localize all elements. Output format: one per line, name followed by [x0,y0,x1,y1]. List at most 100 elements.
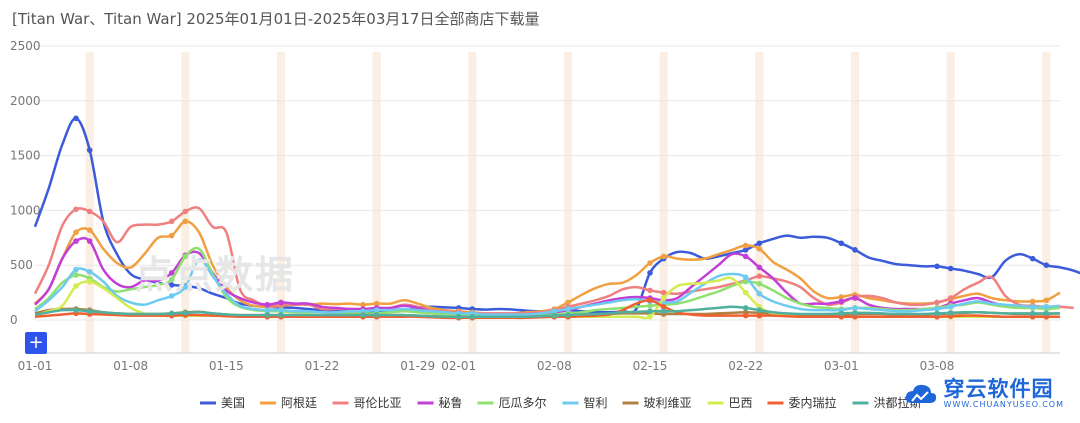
data-point [742,274,749,281]
series-line [33,117,1080,314]
data-point [660,289,667,296]
data-point [182,218,189,225]
data-point [756,281,763,287]
legend-label: 美国 [221,396,245,410]
legend-label: 委内瑞拉 [789,395,837,410]
data-point [373,300,380,307]
data-point [647,308,653,315]
data-point [86,227,93,233]
data-point [934,306,940,312]
data-point [278,307,284,313]
data-point [742,253,749,260]
y-tick-label: 2000 [10,94,41,108]
legend-label: 厄瓜多尔 [499,395,547,410]
x-tick-label: 01-08 [113,359,148,373]
data-point [1029,255,1036,262]
x-tick-label: 02-01 [441,359,476,373]
data-point [947,265,954,272]
data-point [742,305,749,311]
data-point [73,307,79,313]
data-point [168,232,175,239]
data-point [756,307,763,313]
data-point [168,270,175,276]
data-point [647,287,653,294]
data-point [852,305,858,311]
legend-item[interactable]: 智利 [562,395,608,410]
data-point [168,293,175,299]
legend-item[interactable]: 玻利维亚 [622,396,692,410]
data-point [565,306,571,312]
data-point [360,301,366,308]
data-point [1029,298,1036,305]
data-point [934,263,940,270]
legend-label: 哥伦比亚 [354,395,402,410]
legend: 美国 阿根廷 哥伦比亚 秘鲁 厄瓜多尔 智利 玻利维亚 巴西 委内瑞拉 洪都拉斯 [200,395,922,410]
y-tick-label: 1500 [10,149,41,163]
brand-name: 穿云软件园 [943,377,1054,401]
legend-item[interactable]: 美国 [200,396,245,410]
data-point [73,238,79,244]
data-point [86,308,93,315]
weekend-band [85,52,94,353]
legend-item[interactable]: 哥伦比亚 [332,395,402,410]
data-point [373,307,380,313]
data-point [647,313,653,320]
data-point [838,240,845,247]
data-point [742,242,749,249]
data-point [168,310,175,317]
data-point [168,276,175,283]
legend-item[interactable]: 秘鲁 [417,396,463,410]
data-point [838,298,845,305]
data-point [756,245,763,252]
legend-label: 玻利维亚 [644,396,692,410]
data-point [455,313,462,320]
weekend-band [563,52,573,353]
legend-label: 智利 [584,395,608,410]
data-point [947,295,954,301]
y-tick-label: 2500 [10,39,41,53]
data-point [756,312,763,319]
legend-label: 秘鲁 [439,396,463,410]
legend-item[interactable]: 阿根廷 [260,396,317,410]
weekend-band [372,52,381,353]
x-tick-label: 01-22 [305,359,340,373]
data-point [86,238,93,244]
data-point [73,206,79,213]
brand-url: WWW.CHUANYUSEO.COM [943,400,1064,409]
data-point [73,283,79,289]
add-button[interactable]: + [25,332,47,354]
series-智利 [34,258,1061,317]
data-point [264,301,271,308]
series-美国 [33,115,1080,315]
cloud-logo-icon [905,384,936,403]
x-axis-ticks: 01-01 01-08 01-15 01-22 01-29 02-01 02-08 02-15… [18,359,955,373]
weekend-band [659,52,668,353]
series-line [34,258,1061,316]
data-point [742,312,749,319]
weekend-band [276,52,286,353]
weekend-band [755,52,764,353]
data-point [182,208,189,215]
data-point [278,299,284,306]
legend-item[interactable]: 厄瓜多尔 [477,395,547,410]
data-point [852,313,858,320]
data-point [756,273,763,279]
data-point [565,299,571,306]
data-point [86,147,93,153]
legend-item[interactable]: 巴西 [707,396,753,410]
x-tick-label: 01-15 [209,359,244,373]
series-洪都拉斯 [34,305,1060,320]
data-point [264,312,271,318]
x-tick-label: 02-22 [728,359,763,373]
series-line [34,305,1060,318]
data-point [73,115,79,122]
data-point [647,302,653,309]
data-point [168,282,175,288]
y-tick-label: 1000 [10,203,41,217]
data-point [756,240,763,247]
data-point [647,297,653,304]
legend-item[interactable]: 委内瑞拉 [767,395,837,410]
x-tick-label: 02-15 [633,359,668,373]
weekend-band [850,52,860,353]
data-point [742,289,749,296]
